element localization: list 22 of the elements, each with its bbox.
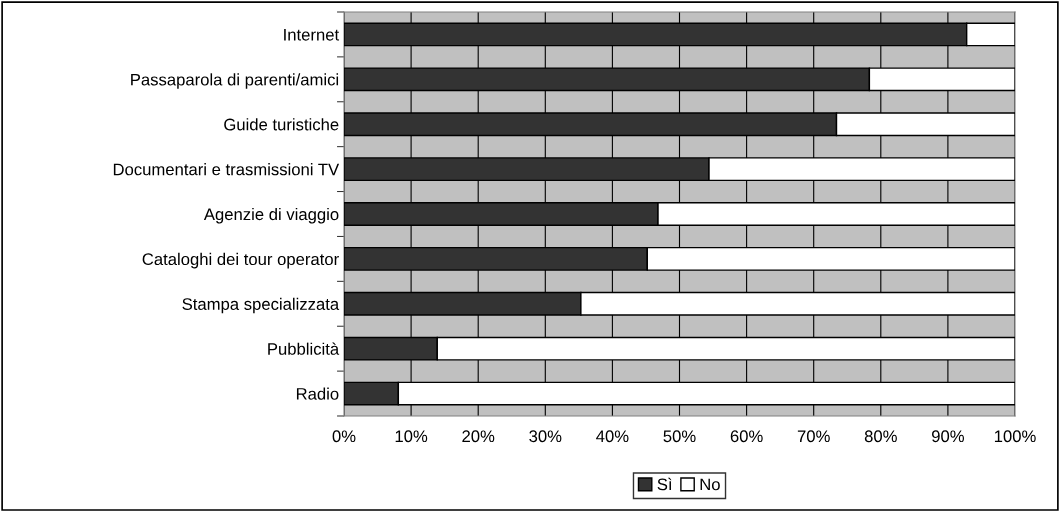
y-tick-label: Cataloghi dei tour operator	[142, 252, 339, 269]
y-tick-label: Internet	[284, 29, 340, 41]
x-tick-label: 30%	[529, 430, 562, 443]
legend-label: Sì	[657, 477, 672, 491]
x-tick-label: 0%	[332, 430, 356, 443]
x-tick-label: 50%	[663, 430, 696, 443]
x-tick-label: 70%	[797, 430, 830, 443]
y-tick-label: Documentari e trasmissioni TV	[113, 163, 340, 176]
y-tick-label: Passaparola di parenti/amici	[131, 73, 339, 89]
x-tick-label: 10%	[395, 430, 428, 443]
y-tick-label: Guide turistiche	[224, 118, 339, 131]
y-tick-label: Radio	[296, 387, 339, 400]
x-tick-label: 20%	[462, 430, 495, 443]
legend-label: No	[700, 478, 720, 491]
x-tick-label: 60%	[730, 430, 763, 443]
y-tick-label: Pubblicità	[268, 342, 340, 355]
x-tick-label: 90%	[932, 430, 964, 443]
y-tick-label: Stampa specializzata	[182, 297, 340, 314]
x-tick-label: 80%	[864, 430, 897, 443]
y-tick-label: Agenzie di viaggio	[203, 207, 339, 224]
x-tick-label: 40%	[596, 430, 629, 443]
x-tick-label: 100%	[994, 430, 1036, 443]
